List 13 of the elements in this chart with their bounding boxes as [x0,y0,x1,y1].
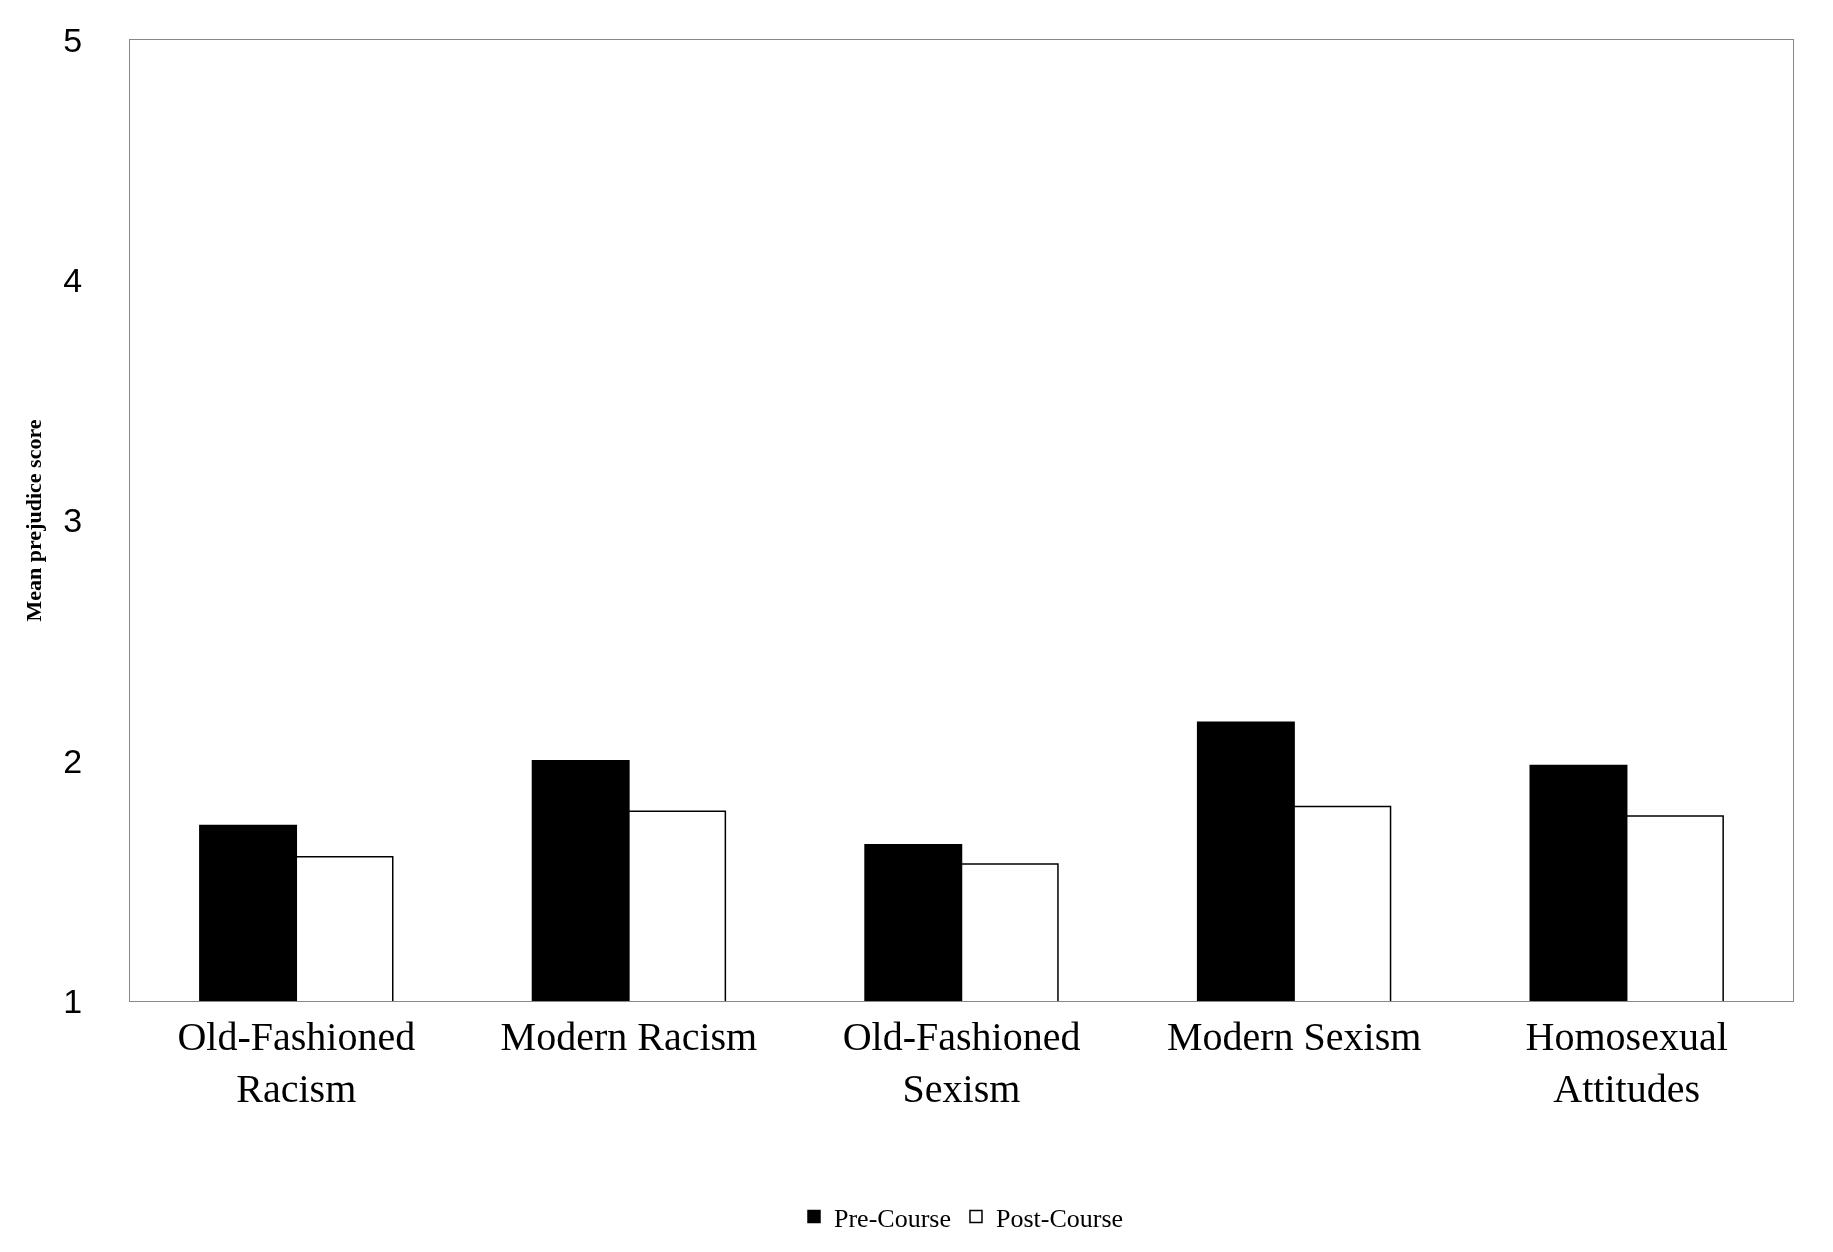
x-tick-label: Homosexual Attitudes [1525,1014,1728,1111]
x-tick-label: Modern Racism [500,1014,758,1059]
y-axis-title: Mean prejudice score [21,419,47,622]
y-tick-label: 3 [63,501,83,540]
legend-label: Pre-Course [834,1203,951,1233]
x-tick-label: Old-Fashioned Racism [177,1014,416,1111]
legend-label: Post-Course [995,1203,1124,1233]
x-tick-label: Modern Sexism [1166,1014,1422,1059]
y-tick-label: 4 [63,261,83,300]
y-tick-label: 1 [63,981,83,1020]
x-tick-label: Old-Fashioned Sexism [842,1014,1081,1111]
y-tick-label: 2 [63,741,83,780]
y-tick-label: 5 [63,20,83,59]
